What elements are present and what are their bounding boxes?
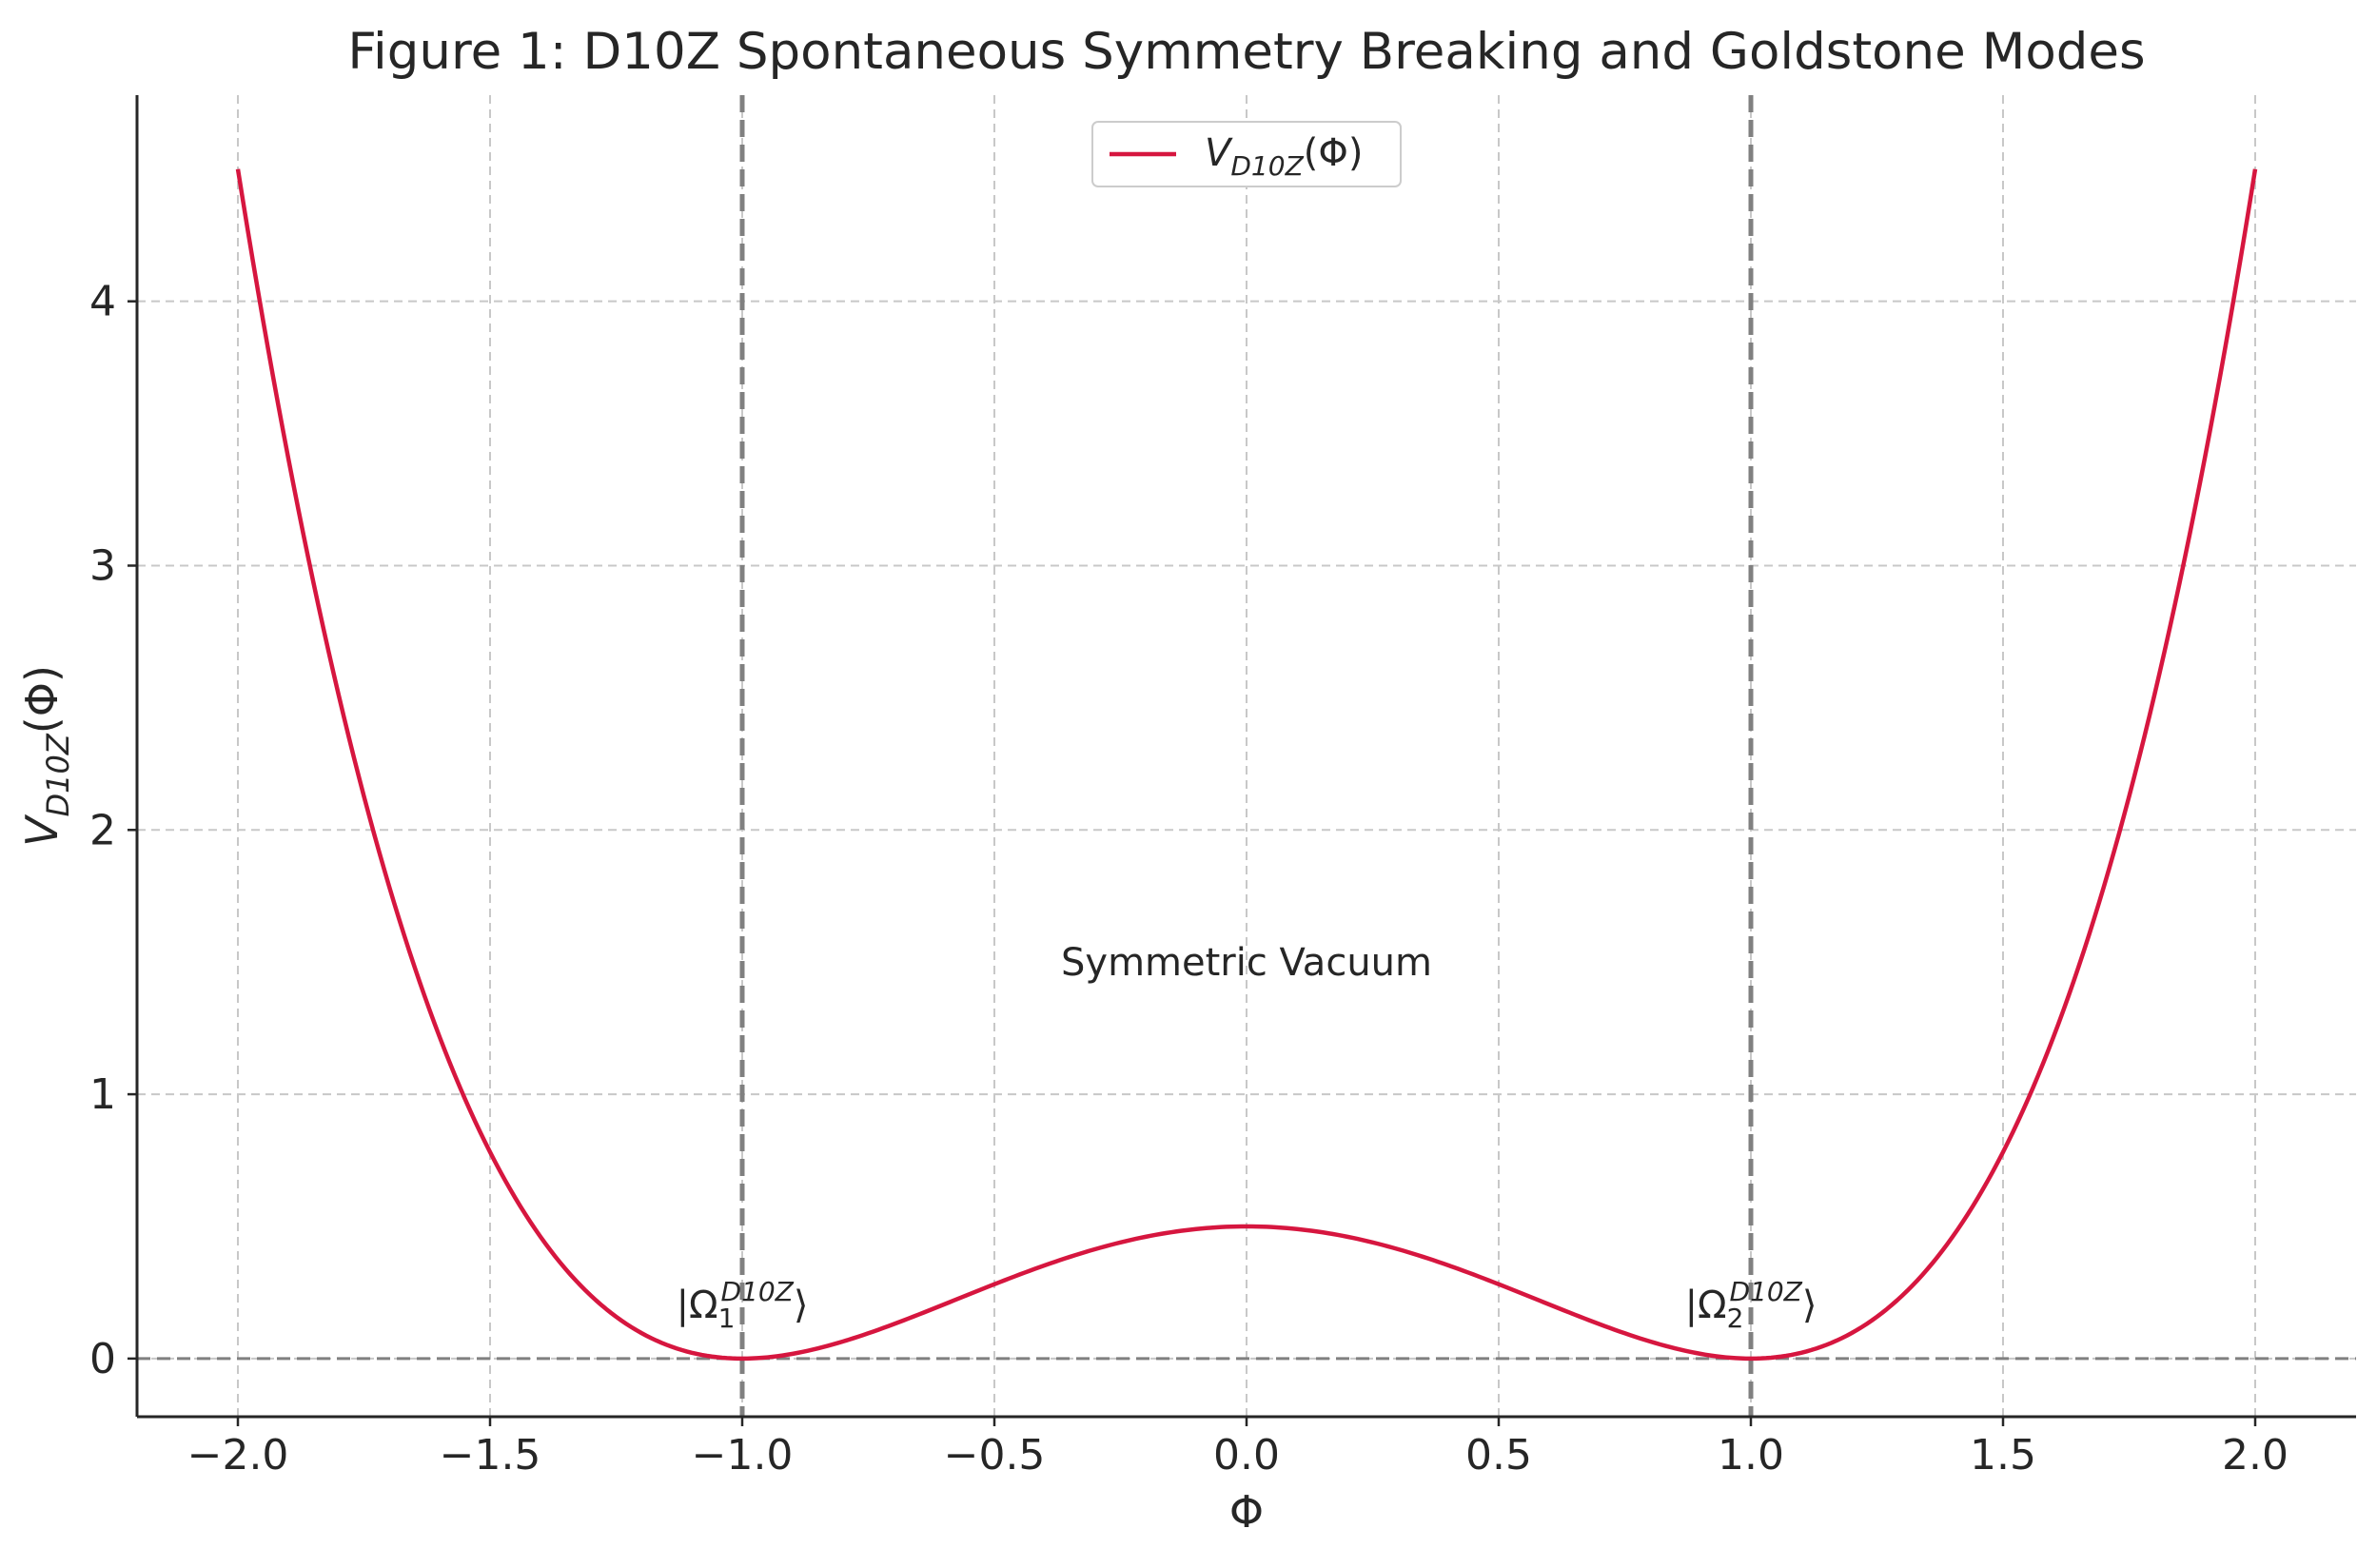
x-axis-label: Φ <box>1229 1486 1264 1538</box>
legend: VD10Z(Φ) <box>1091 121 1402 187</box>
y-tick-label: 2 <box>89 806 116 854</box>
annotation-vacuum-2: |Ω2D10Z⟩ <box>1685 1276 1817 1334</box>
y-tick-label: 1 <box>89 1070 116 1119</box>
tick-labels: −2.0 −1.5 −1.0 −0.5 0.0 0.5 1.0 1.5 2.0 0 1 2 3 4 <box>89 278 2289 1480</box>
x-tick-label: 0.0 <box>1213 1431 1280 1480</box>
series-layer <box>235 168 2258 1362</box>
x-tick-label: −0.5 <box>944 1431 1046 1480</box>
grid <box>137 95 2356 1417</box>
chart-title: Figure 1: D10Z Spontaneous Symmetry Brea… <box>347 23 2145 81</box>
reference-lines <box>137 95 2356 1417</box>
legend-box <box>1091 121 1402 187</box>
y-axis-label: VD10Z(Φ) <box>16 665 76 847</box>
annotation-symmetric-vacuum: Symmetric Vacuum <box>1061 941 1432 985</box>
axis-labels: Φ VD10Z(Φ) <box>16 665 1264 1538</box>
x-tick-label: 1.5 <box>1970 1431 2036 1480</box>
x-tick-label: −1.5 <box>440 1431 541 1480</box>
legend-label: VD10Z(Φ) <box>1205 131 1363 182</box>
annotation-vacuum-1: |Ω1D10Z⟩ <box>677 1276 809 1334</box>
x-tick-label: 1.0 <box>1718 1431 1784 1480</box>
y-tick-label: 3 <box>89 541 116 590</box>
x-tick-label: −1.0 <box>692 1431 794 1480</box>
x-tick-label: 0.5 <box>1465 1431 1532 1480</box>
annotations: |Ω1D10Z⟩ |Ω2D10Z⟩ Symmetric Vacuum <box>677 941 1817 1334</box>
x-tick-label: 2.0 <box>2222 1431 2289 1480</box>
y-tick-label: 0 <box>89 1335 116 1383</box>
x-tick-label: −2.0 <box>187 1431 289 1480</box>
series-line-0 <box>235 168 2258 1362</box>
y-tick-label: 4 <box>89 278 116 326</box>
